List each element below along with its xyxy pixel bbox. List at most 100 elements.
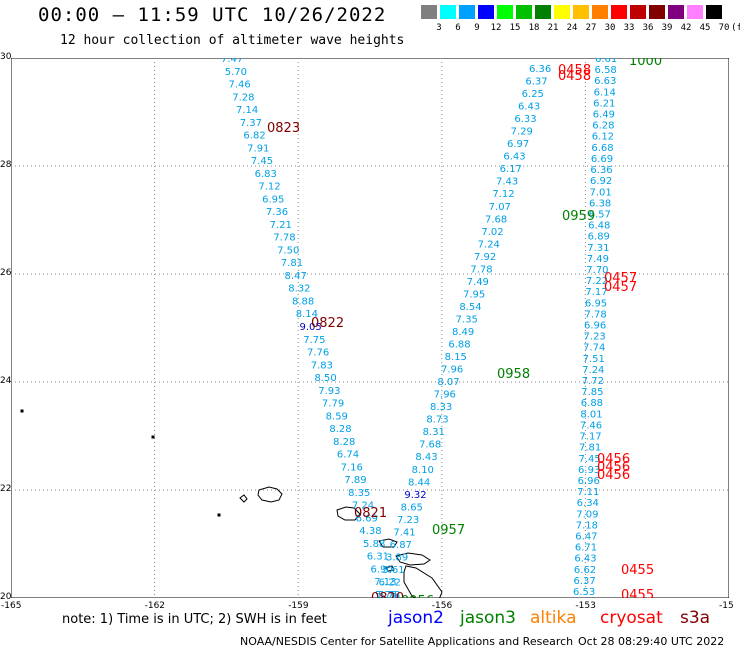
island-outline xyxy=(257,486,283,503)
swh-value: 7.35 xyxy=(456,314,478,325)
swh-value: 6.36 xyxy=(590,165,612,176)
swh-value: 7.72 xyxy=(582,376,604,387)
swh-value: 7.16 xyxy=(341,462,363,473)
swh-value: 6.62 xyxy=(574,565,596,576)
scale-swatch xyxy=(706,5,722,19)
pass-time-label: 0456 xyxy=(597,452,630,467)
swh-value: 7.31 xyxy=(587,243,609,254)
swh-value: 7.81 xyxy=(281,258,303,269)
swh-value: 8.31 xyxy=(423,427,445,438)
swh-value: 8.59 xyxy=(326,411,348,422)
swh-value: 7.78 xyxy=(273,233,295,244)
swh-value: 5.78 xyxy=(378,590,400,598)
scale-label: 15 xyxy=(509,23,521,33)
swh-value: 6.74 xyxy=(337,450,359,461)
swh-value: 8.49 xyxy=(452,327,474,338)
scale-label: 33 xyxy=(623,23,635,33)
swh-value: 7.45 xyxy=(579,454,601,465)
swh-value: 7.49 xyxy=(467,277,489,288)
swh-value: 8.35 xyxy=(348,488,370,499)
pass-time-label: 0956 xyxy=(401,594,434,598)
x-tick-label: -162 xyxy=(144,601,166,611)
pass-time-label: 0455 xyxy=(621,588,654,598)
swh-value: 6.61 xyxy=(595,58,617,65)
x-tick-label: -159 xyxy=(288,601,309,611)
swh-value: 7.14 xyxy=(236,105,258,116)
scale-label: 3 xyxy=(436,23,442,33)
scale-swatch xyxy=(459,5,475,19)
swh-value: 7.91 xyxy=(247,143,269,154)
swh-value: 6.21 xyxy=(593,98,615,109)
pass-time-label: 0456 xyxy=(597,468,630,483)
swh-value: 3.89 xyxy=(386,552,408,563)
swh-value: 6.37 xyxy=(573,576,595,587)
swh-value: 7.18 xyxy=(576,520,598,531)
swh-value: 8.47 xyxy=(285,271,307,282)
scale-label: 12 xyxy=(490,23,502,33)
swh-value: 6.95 xyxy=(262,194,284,205)
swh-value: 7.51 xyxy=(583,354,605,365)
scale-swatch xyxy=(497,5,513,19)
island-outline xyxy=(395,552,431,566)
scale-label: 42 xyxy=(680,23,692,33)
swh-value: 7.24 xyxy=(352,501,374,512)
swh-value: 6.47 xyxy=(575,531,597,542)
pass-time-label: 1000 xyxy=(629,58,662,69)
swh-value: 6.12 xyxy=(592,132,614,143)
scale-swatch xyxy=(440,5,456,19)
island-outline xyxy=(385,565,395,572)
y-tick-label: 20 xyxy=(0,592,12,602)
swh-value: 8.44 xyxy=(408,477,430,488)
swh-value: 6.87 xyxy=(390,540,412,551)
swh-value: 8.73 xyxy=(426,415,448,426)
scale-label: 18 xyxy=(528,23,540,33)
y-tick-label: 22 xyxy=(0,484,12,494)
swh-value: 7.78 xyxy=(470,264,492,275)
swh-value: 7.07 xyxy=(489,202,511,213)
pass-time-label: 0457 xyxy=(604,271,637,286)
plot-frame xyxy=(10,57,730,599)
pass-time-label: 0456 xyxy=(597,460,630,475)
swh-value: 6.57 xyxy=(589,209,611,220)
swh-value: 6.36 xyxy=(529,64,551,75)
swh-value: 7.37 xyxy=(240,118,262,129)
swh-value: 7.46 xyxy=(580,420,602,431)
swh-value: 7.13 xyxy=(374,577,396,588)
swh-value: 7.47 xyxy=(221,58,243,65)
swh-value: 7.23 xyxy=(397,515,419,526)
x-tick-label: -165 xyxy=(1,601,22,611)
y-tick-label: 28 xyxy=(0,160,12,170)
x-tick-label: -156 xyxy=(431,601,453,611)
swh-value: 8.14 xyxy=(296,309,318,320)
swh-value: 7.68 xyxy=(419,440,441,451)
swh-value: 8.15 xyxy=(445,352,467,363)
legend-cryosat: cryosat xyxy=(600,608,663,628)
swh-value: 6.63 xyxy=(594,76,616,87)
scale-label: 24 xyxy=(566,23,578,33)
swh-value: 7.24 xyxy=(582,365,604,376)
footer-note: note: 1) Time is in UTC; 2) SWH is in fe… xyxy=(62,612,327,627)
swh-value: 6.93 xyxy=(578,465,600,476)
island-outline xyxy=(378,538,398,548)
swh-value: 9.32 xyxy=(404,490,426,501)
scale-swatch xyxy=(573,5,589,19)
swh-value: 5.70 xyxy=(225,67,247,78)
pass-time-label: 0457 xyxy=(604,280,637,295)
pass-time-label: 0958 xyxy=(497,367,530,382)
legend-jason3: jason3 xyxy=(460,608,516,628)
swh-value: 7.96 xyxy=(441,365,463,376)
y-tick-label: 24 xyxy=(0,376,12,386)
swh-value: 6.71 xyxy=(575,543,597,554)
x-tick-label: -153 xyxy=(575,601,596,611)
swh-value: 6.25 xyxy=(522,89,544,100)
pass-time-label: 0820 xyxy=(371,591,404,598)
map-canvas: 7.475.707.467.287.147.376.827.917.456.83… xyxy=(10,54,730,609)
islet xyxy=(151,435,155,439)
scale-swatch xyxy=(554,5,570,19)
swh-value: 6.95 xyxy=(585,298,607,309)
swh-value: 7.81 xyxy=(579,443,601,454)
swh-value: 7.92 xyxy=(474,252,496,263)
swh-value: 8.54 xyxy=(459,302,481,313)
swh-value: 6.69 xyxy=(356,513,378,524)
scale-label: 9 xyxy=(474,23,480,33)
